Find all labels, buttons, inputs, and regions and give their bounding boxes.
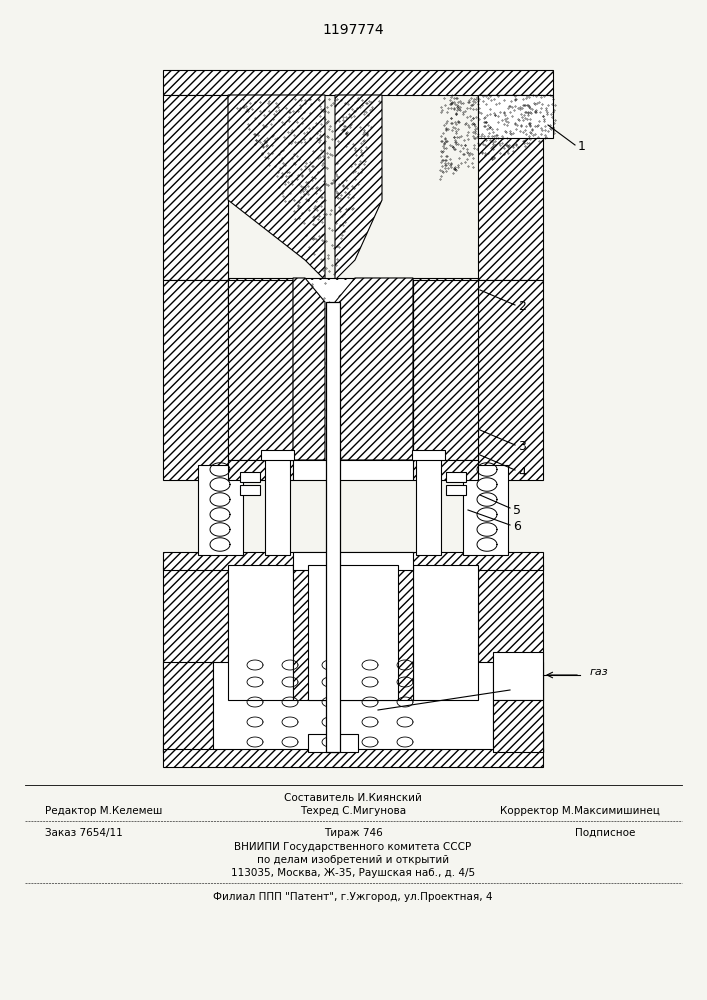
Bar: [228, 280, 293, 460]
Text: Составитель И.Киянский: Составитель И.Киянский: [284, 793, 422, 803]
Bar: [293, 552, 413, 570]
Text: газ: газ: [590, 667, 609, 677]
Bar: [261, 450, 294, 460]
Bar: [293, 280, 413, 460]
Bar: [228, 460, 293, 480]
Bar: [163, 280, 228, 480]
Bar: [478, 565, 543, 700]
Bar: [308, 565, 398, 700]
Bar: [326, 302, 340, 752]
Text: 6: 6: [513, 520, 521, 534]
Bar: [213, 662, 493, 752]
Text: Редактор М.Келемеш: Редактор М.Келемеш: [45, 806, 163, 816]
Bar: [478, 95, 553, 138]
Bar: [163, 95, 228, 280]
Bar: [163, 552, 543, 570]
Text: 4: 4: [518, 466, 526, 479]
Text: 2: 2: [518, 300, 526, 314]
Text: Техред С.Мигунова: Техред С.Мигунова: [300, 806, 406, 816]
Bar: [493, 662, 543, 752]
Bar: [293, 460, 413, 480]
Bar: [228, 278, 478, 303]
Bar: [163, 565, 228, 700]
Text: 113035, Москва, Ж-35, Раушская наб., д. 4/5: 113035, Москва, Ж-35, Раушская наб., д. …: [231, 868, 475, 878]
Text: ВНИИПИ Государственного комитета СССР: ВНИИПИ Государственного комитета СССР: [235, 842, 472, 852]
Bar: [163, 70, 553, 95]
Text: 1: 1: [578, 140, 586, 153]
Bar: [413, 280, 478, 460]
Text: 3: 3: [518, 440, 526, 454]
Text: Подписное: Подписное: [575, 828, 636, 838]
Bar: [493, 700, 543, 752]
Bar: [478, 280, 543, 480]
Bar: [463, 465, 508, 555]
Bar: [240, 485, 260, 495]
Bar: [265, 455, 290, 555]
Bar: [163, 734, 543, 752]
Bar: [412, 450, 445, 460]
Text: по делам изобретений и открытий: по делам изобретений и открытий: [257, 855, 449, 865]
Bar: [293, 565, 413, 700]
Polygon shape: [228, 95, 325, 280]
Bar: [493, 652, 543, 700]
Bar: [446, 472, 466, 482]
Polygon shape: [335, 278, 413, 460]
Bar: [413, 565, 478, 700]
Bar: [198, 465, 243, 555]
Polygon shape: [335, 95, 382, 280]
Bar: [308, 734, 358, 752]
Bar: [163, 662, 213, 752]
Text: Заказ 7654/11: Заказ 7654/11: [45, 828, 123, 838]
Bar: [416, 455, 441, 555]
Bar: [446, 485, 466, 495]
Text: Филиал ППП "Патент", г.Ужгород, ул.Проектная, 4: Филиал ППП "Патент", г.Ужгород, ул.Проек…: [214, 892, 493, 902]
Bar: [163, 749, 543, 767]
Text: 5: 5: [513, 504, 521, 516]
Polygon shape: [293, 278, 325, 460]
Text: Корректор М.Максимишинец: Корректор М.Максимишинец: [500, 806, 660, 816]
Bar: [478, 95, 543, 280]
Bar: [413, 460, 478, 480]
Bar: [228, 565, 293, 700]
Text: 7: 7: [513, 686, 521, 698]
Bar: [240, 472, 260, 482]
Text: Тираж 746: Тираж 746: [324, 828, 382, 838]
Text: 1197774: 1197774: [322, 23, 384, 37]
